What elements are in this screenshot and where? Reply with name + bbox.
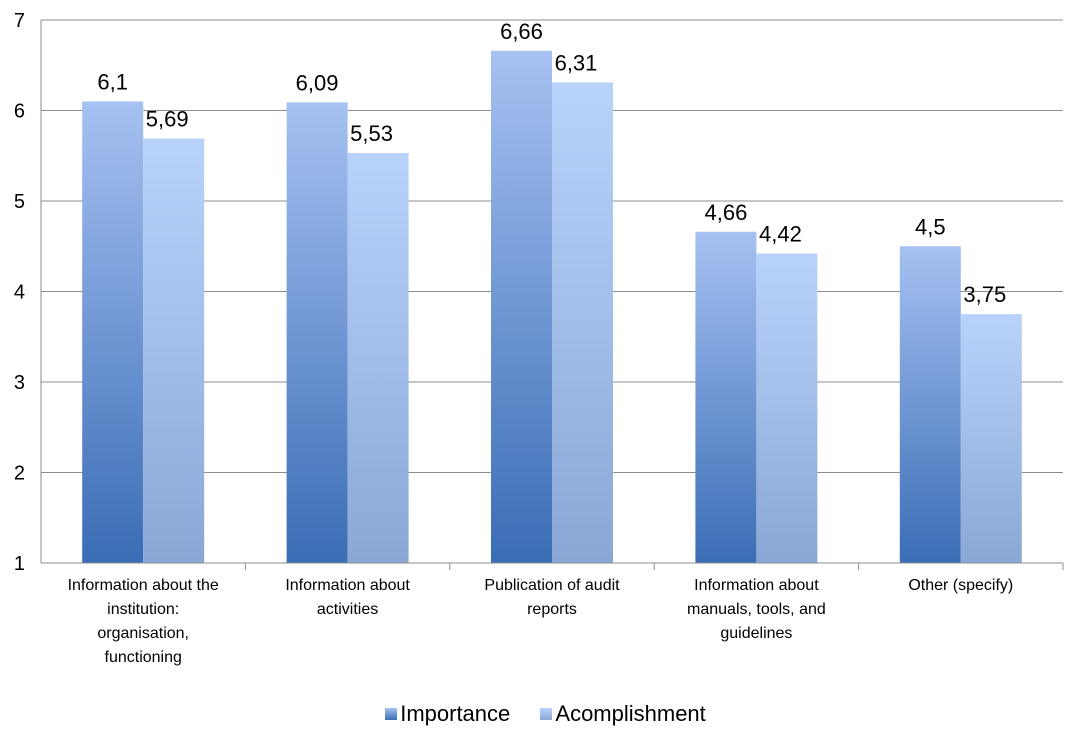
legend-item-acomplishment: Acomplishment (540, 701, 706, 727)
category-label: Information about the (68, 577, 219, 594)
category-label: Information about (694, 577, 819, 594)
bar-chart: 1 2 3 4 5 6 7 6,1 5,69 6,09 5,53 6,66 6,31 4,66 4,42 4… (14, 10, 1064, 666)
bar-acomplishment (552, 82, 613, 563)
bars (82, 50, 1022, 564)
data-label: 4,66 (704, 200, 747, 225)
x-axis-categories: Information about the institution: organis… (68, 577, 1014, 666)
legend-item-importance: Importance (385, 701, 510, 727)
axes (40, 20, 1064, 570)
y-tick-label: 5 (14, 191, 25, 213)
y-tick-label: 4 (14, 282, 25, 304)
legend-swatch-acomplishment (540, 708, 553, 720)
category-label: institution: (107, 601, 179, 618)
y-tick-label: 7 (14, 10, 25, 32)
category-label: Information about (285, 577, 410, 594)
category-label: activities (317, 601, 378, 618)
y-tick-label: 3 (14, 372, 25, 394)
category-label: functioning (105, 649, 182, 666)
category-label: manuals, tools, and (687, 601, 826, 618)
y-axis-ticks: 1 2 3 4 5 6 7 (14, 10, 25, 575)
bar-importance (491, 50, 552, 563)
bar-acomplishment (143, 138, 205, 563)
data-labels: 6,1 5,69 6,09 5,53 6,66 6,31 4,66 4,42 4,5 3,75 (97, 19, 1006, 307)
data-label: 6,09 (296, 70, 339, 95)
y-tick-label: 1 (14, 553, 25, 575)
legend-label-acomplishment: Acomplishment (555, 701, 706, 726)
y-tick-label: 2 (14, 463, 25, 485)
data-label: 5,53 (350, 121, 393, 146)
data-label: 6,1 (97, 69, 128, 94)
legend-label-importance: Importance (400, 701, 511, 726)
category-label: Publication of audit (484, 577, 620, 594)
data-label: 3,75 (963, 282, 1006, 307)
category-label: organisation, (97, 625, 189, 642)
bar-importance (82, 101, 144, 563)
legend-swatch-importance (385, 708, 398, 720)
data-label: 5,69 (146, 107, 189, 132)
data-label: 6,31 (555, 50, 598, 75)
legend: Importance Acomplishment (0, 700, 1091, 727)
bar-acomplishment (960, 314, 1022, 563)
category-label: Other (specify) (908, 577, 1013, 594)
y-tick-label: 6 (14, 101, 25, 123)
data-label: 4,42 (759, 221, 802, 246)
category-label: guidelines (720, 625, 792, 642)
bar-acomplishment (756, 253, 818, 564)
bar-importance (899, 246, 961, 563)
bar-importance (286, 102, 348, 563)
data-label: 6,66 (500, 19, 543, 44)
bar-importance (695, 231, 757, 563)
data-label: 4,5 (915, 214, 946, 239)
category-label: reports (527, 601, 577, 618)
bar-acomplishment (347, 153, 409, 563)
